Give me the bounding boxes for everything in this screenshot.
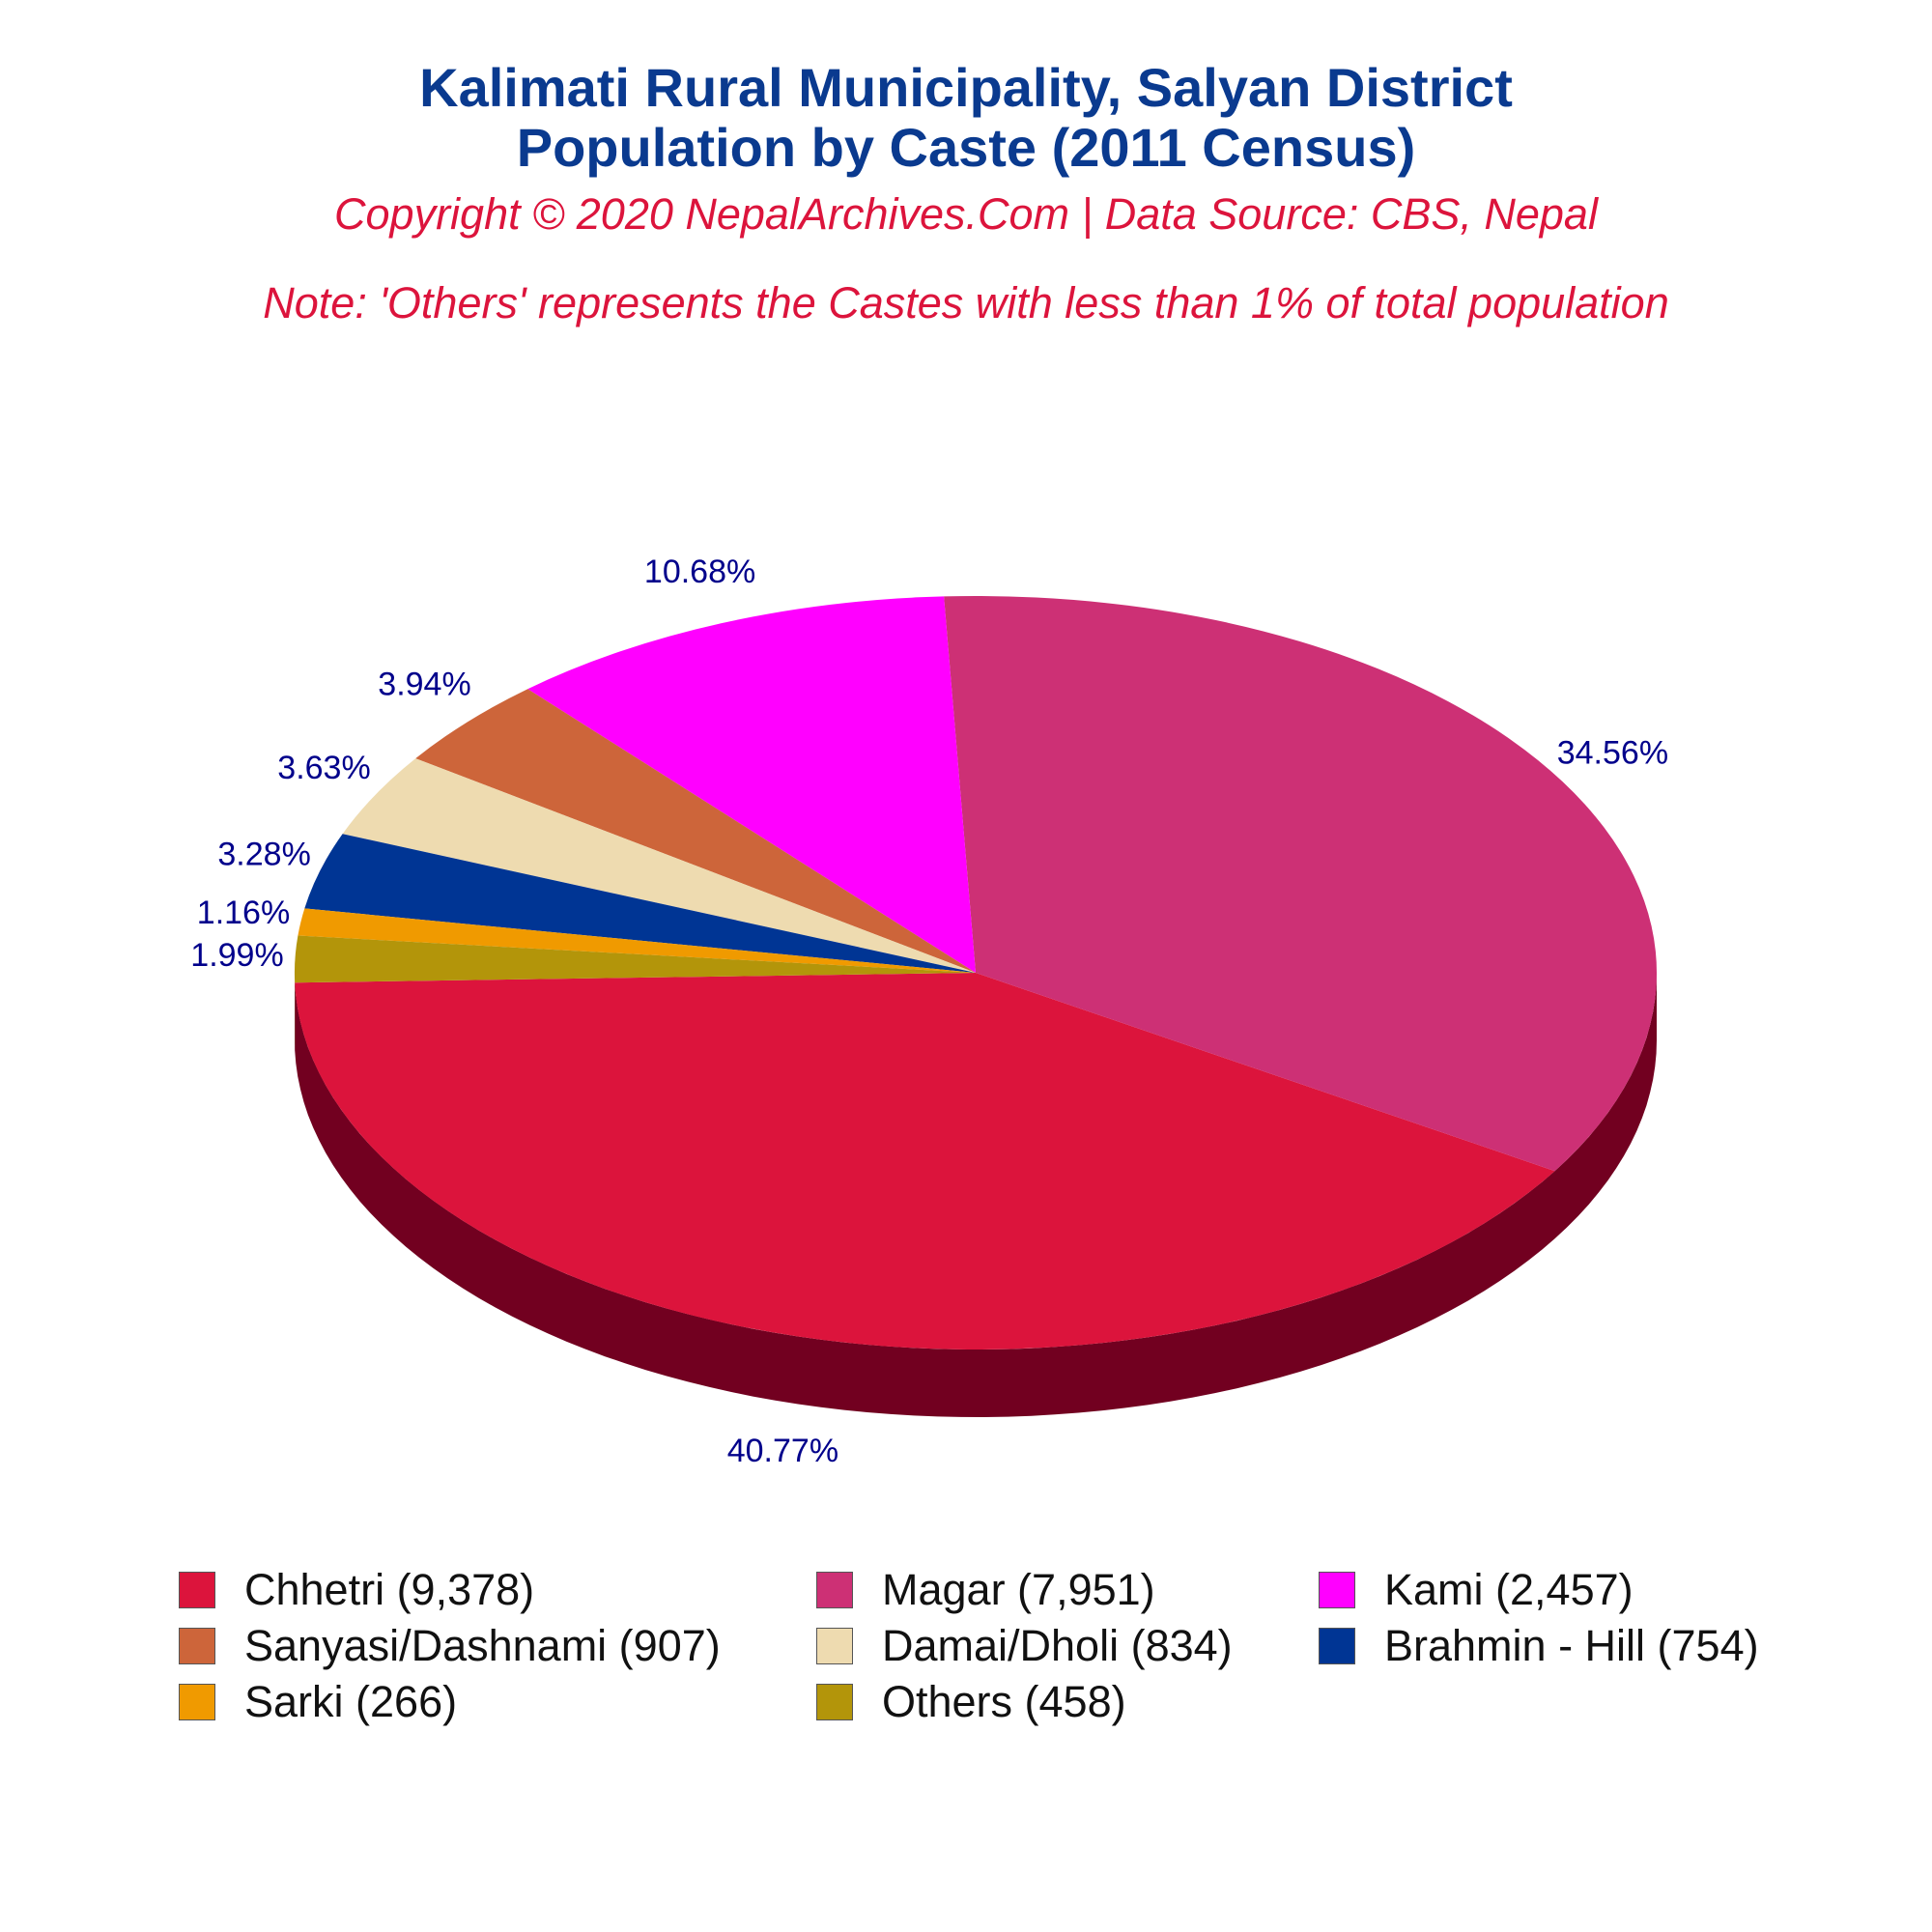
pie-slice-damai-dholi — [342, 758, 977, 973]
chart-note: Note: 'Others' represents the Castes wit… — [263, 278, 1669, 327]
legend-item: Sarki (266) — [179, 1675, 816, 1729]
legend-swatch — [179, 1572, 215, 1608]
legend-label: Magar (7,951) — [882, 1565, 1155, 1614]
legend-item: Chhetri (9,378) — [179, 1563, 816, 1617]
data-label-chhetri: 40.77% — [727, 1433, 838, 1469]
legend-label: Sarki (266) — [244, 1677, 458, 1726]
pie-slice-chhetri — [295, 973, 1555, 1350]
chart-legend: Chhetri (9,378) Magar (7,951) Kami (2,457)… — [179, 1563, 1821, 1729]
data-label-damai-dholi: 3.63% — [277, 750, 370, 786]
legend-item: Damai/Dholi (834) — [816, 1619, 1319, 1673]
pie-slice-others — [294, 935, 976, 983]
pie-slice-brahmin-hill — [304, 834, 976, 973]
data-label-sarki: 1.16% — [197, 895, 290, 931]
data-label-sanyasi-dashnami: 3.94% — [378, 666, 470, 702]
legend-label: Kami (2,457) — [1384, 1565, 1634, 1614]
pie-slice-kami — [527, 596, 976, 973]
pie-slices — [294, 595, 1658, 1350]
legend-swatch — [1319, 1628, 1355, 1664]
legend-item: Magar (7,951) — [816, 1563, 1319, 1617]
legend-item: Kami (2,457) — [1319, 1563, 1802, 1617]
legend-swatch — [179, 1628, 215, 1664]
legend-item: Others (458) — [816, 1675, 1319, 1729]
chart-title-line1: Kalimati Rural Municipality, Salyan Dist… — [419, 57, 1513, 118]
pie-slice-magar — [944, 595, 1658, 1172]
legend-swatch — [1319, 1572, 1355, 1608]
pie-side-1 — [1554, 973, 1657, 1239]
data-label-others: 1.99% — [190, 937, 283, 974]
legend-swatch — [816, 1628, 853, 1664]
legend-label: Chhetri (9,378) — [244, 1565, 535, 1614]
pie-slice-sarki — [298, 908, 976, 973]
legend-swatch — [816, 1684, 853, 1720]
legend-label: Sanyasi/Dashnami (907) — [244, 1621, 721, 1670]
copyright-text: Copyright © 2020 NepalArchives.Com | Dat… — [334, 189, 1598, 239]
data-label-magar: 34.56% — [1557, 734, 1668, 771]
legend-label: Brahmin - Hill (754) — [1384, 1621, 1759, 1670]
legend-label: Damai/Dholi (834) — [882, 1621, 1233, 1670]
legend-swatch — [816, 1572, 853, 1608]
pie-slice-sanyasi-dashnami — [415, 689, 976, 973]
pie-side-walls — [295, 973, 1657, 1417]
pie-data-labels: 40.77% 34.56% 10.68% 3.94% 3.63% 3.28% 1.16% 1.… — [190, 554, 1668, 1469]
legend-item: Brahmin - Hill (754) — [1319, 1619, 1802, 1673]
legend-swatch — [179, 1684, 215, 1720]
data-label-kami: 10.68% — [644, 554, 755, 590]
legend-item: Sanyasi/Dashnami (907) — [179, 1619, 816, 1673]
chart-header: Kalimati Rural Municipality, Salyan Dist… — [0, 58, 1932, 328]
data-label-brahmin-hill: 3.28% — [217, 836, 310, 872]
chart-title-line2: Population by Caste (2011 Census) — [516, 117, 1416, 178]
pie-side-0 — [295, 982, 1555, 1417]
legend-label: Others (458) — [882, 1677, 1126, 1726]
